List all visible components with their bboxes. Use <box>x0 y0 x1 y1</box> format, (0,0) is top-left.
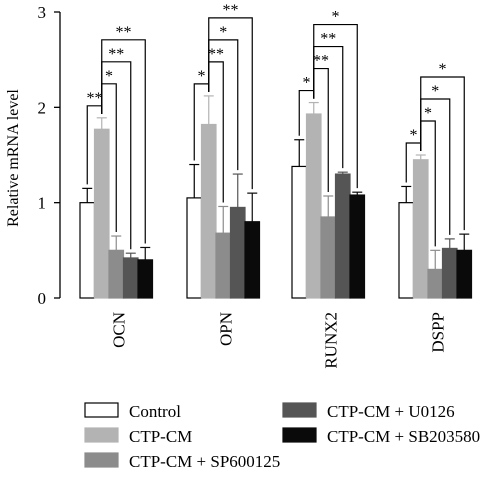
bar <box>79 202 96 299</box>
legend: Control CTP-CM CTP-CM + SP600125 CTP-CM + U… <box>84 402 480 471</box>
significance-label: ** <box>320 31 336 48</box>
significance-bracket <box>208 17 253 190</box>
y-axis-label: Relative mRNA level <box>5 89 22 227</box>
bar <box>305 113 322 299</box>
bar <box>334 173 351 299</box>
significance-bracket <box>101 39 146 244</box>
legend-label: CTP-CM + SP600125 <box>129 452 280 471</box>
significance-label: * <box>219 24 227 41</box>
bar <box>456 249 473 299</box>
bar <box>200 123 217 299</box>
significance-label: * <box>424 105 432 122</box>
significance-label: * <box>105 68 113 85</box>
x-tick-label: DSPP <box>428 312 447 353</box>
bar <box>108 249 125 299</box>
y-tick-label: 3 <box>38 3 47 22</box>
significance-label: ** <box>223 2 239 19</box>
bar <box>229 206 246 299</box>
x-tick-label: OCN <box>109 312 128 348</box>
significance-label: ** <box>87 90 103 107</box>
y-tick-label: 0 <box>38 289 47 308</box>
bars <box>79 113 473 299</box>
bar <box>291 165 308 299</box>
significance-label: ** <box>313 53 329 70</box>
significance-bracket <box>313 23 358 189</box>
x-tick-label: OPN <box>216 312 235 346</box>
significance-bracket <box>420 76 465 231</box>
significance-label: ** <box>116 24 132 41</box>
legend-swatch <box>84 402 119 418</box>
bar <box>244 221 261 299</box>
significance-label: ** <box>108 46 124 63</box>
significance-label: ** <box>208 46 224 63</box>
significance-label: * <box>198 68 206 85</box>
significance-label: * <box>410 127 418 144</box>
significance-label: * <box>332 9 340 26</box>
significance-label: * <box>303 75 311 92</box>
x-tick-label: RUNX2 <box>321 312 340 369</box>
legend-swatch <box>282 402 317 418</box>
x-tick-labels: OCN OPN RUNX2 DSPP <box>109 312 447 369</box>
significance-brackets: *********************** <box>87 2 465 250</box>
bar <box>186 197 203 299</box>
bar <box>320 216 337 299</box>
legend-swatch <box>282 427 317 443</box>
y-tick-label: 1 <box>38 194 47 213</box>
significance-label: * <box>431 83 439 100</box>
bar <box>412 159 429 299</box>
bar <box>93 128 110 299</box>
legend-label: CTP-CM + U0126 <box>327 402 455 421</box>
significance-label: * <box>439 61 447 78</box>
bar <box>215 232 232 299</box>
bar <box>137 259 154 299</box>
legend-swatch <box>84 452 119 468</box>
axes: 0 1 2 3 <box>38 3 61 308</box>
bar <box>427 268 444 299</box>
legend-swatch <box>84 427 119 443</box>
error-bars <box>82 95 470 270</box>
bar <box>349 194 366 299</box>
legend-label: Control <box>129 402 181 421</box>
legend-label: CTP-CM + SB203580 <box>327 427 480 446</box>
bar <box>122 257 139 299</box>
y-tick-label: 2 <box>38 98 47 117</box>
bar <box>398 202 415 299</box>
bar <box>441 247 458 299</box>
legend-label: CTP-CM <box>129 427 192 446</box>
